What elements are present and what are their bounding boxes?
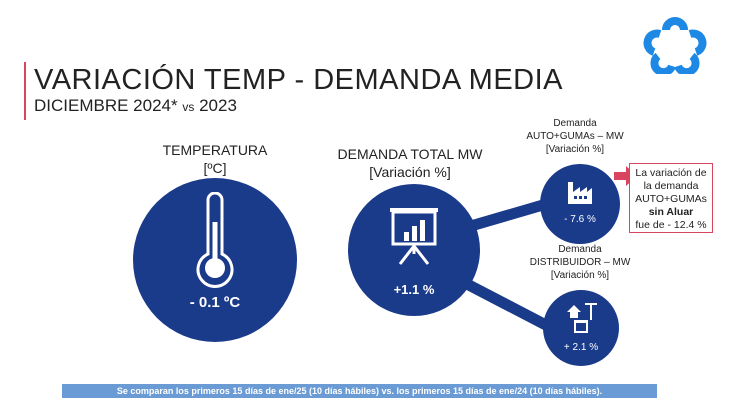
temperature-circle: - 0.1 ºC	[133, 178, 297, 342]
distribuidor-circle: + 2.1 %	[543, 290, 619, 366]
subtitle-vs: vs	[182, 100, 195, 114]
page-subtitle: DICIEMBRE 2024* vs 2023	[34, 96, 237, 116]
temperature-value: - 0.1 ºC	[189, 294, 241, 311]
page-title: VARIACIÓN TEMP - DEMANDA MEDIA	[34, 64, 564, 96]
total-demand-circle: +1.1 %	[348, 184, 480, 316]
auto-gumas-line3: [Variación %]	[545, 144, 605, 155]
auto-gumas-label: Demanda AUTO+GUMAs – MW [Variación %]	[520, 117, 630, 156]
total-demand-label: DEMANDA TOTAL MW [Variación %]	[335, 145, 485, 181]
distribuidor-value: + 2.1 %	[563, 342, 599, 353]
title-accent-bar	[24, 62, 26, 120]
presentation-chart-icon	[390, 208, 438, 265]
callout-line4: sin Aluar	[648, 206, 694, 218]
distribuidor-line1: Demanda	[558, 244, 602, 255]
thermometer-icon	[196, 192, 234, 288]
total-demand-title: DEMANDA TOTAL MW	[337, 146, 483, 162]
auto-gumas-line1: Demanda	[553, 118, 597, 129]
factory-icon	[568, 182, 592, 204]
callout-line5: fue de - 12.4 %	[635, 219, 707, 231]
temperature-title: TEMPERATURA	[162, 142, 268, 158]
callout-line1: La variación de	[635, 167, 707, 179]
distribuidor-line2: DISTRIBUIDOR – MW	[529, 257, 631, 268]
total-demand-unit: [Variación %]	[369, 164, 451, 180]
aluar-callout: La variación de la demanda AUTO+GUMAs si…	[629, 163, 713, 233]
subtitle-year: 2023	[199, 96, 237, 115]
logo-icon	[643, 17, 707, 74]
distribuidor-line3: [Variación %]	[550, 270, 610, 281]
footnote-banner: Se comparan los primeros 15 días de ene/…	[62, 384, 657, 398]
temperature-unit: [ºC]	[203, 160, 227, 176]
subtitle-period: DICIEMBRE 2024*	[34, 96, 178, 115]
callout-line3: AUTO+GUMAs	[635, 193, 707, 205]
auto-gumas-line2: AUTO+GUMAs – MW	[526, 131, 624, 142]
total-demand-value: +1.1 %	[393, 282, 435, 297]
house-store-streetlight-icon	[567, 303, 597, 333]
temperature-label: TEMPERATURA [ºC]	[140, 141, 290, 177]
callout-line2: la demanda	[643, 180, 699, 192]
auto-gumas-circle: - 7.6 %	[540, 164, 620, 244]
distribuidor-label: Demanda DISTRIBUIDOR – MW [Variación %]	[520, 243, 640, 282]
auto-gumas-value: - 7.6 %	[564, 214, 596, 225]
